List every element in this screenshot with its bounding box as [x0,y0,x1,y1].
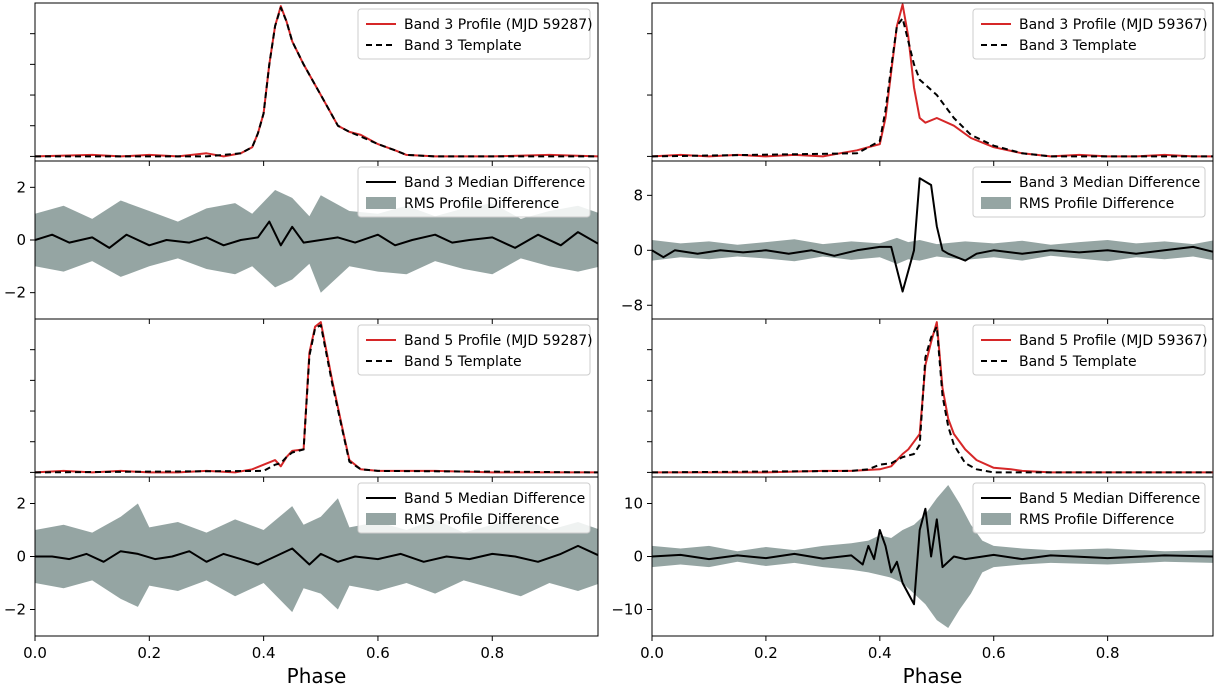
legend-box [972,482,1206,534]
legend-label: Band 3 Template [1019,38,1137,54]
panel-7: Band 5 Profile (MJD 59367) Band 5 Templat… [647,318,1214,482]
median-line [35,220,598,249]
panel-3: Band 5 Profile (MJD 59287) Band 5 Templat… [30,318,599,482]
legend-swatch-band [366,513,396,525]
legend: Band 3 Median Difference RMS Profile Diff… [972,166,1206,218]
legend: Band 3 Median Difference RMS Profile Diff… [357,166,591,218]
legend-label: Band 3 Median Difference [404,175,585,191]
legend-label: Band 5 Profile (MJD 59367) [1019,333,1208,349]
x-tick-label: 0.4 [252,644,276,662]
plot-area [35,498,598,613]
plot-area [652,177,1213,293]
panel-4: −2 0 2 0.0 0.2 0.4 0.6 0.8 Band 5 Median Differe… [4,476,599,662]
median-line [652,507,1213,606]
x-tick-label: 0.2 [137,644,161,662]
x-tick-label: 0.0 [640,644,664,662]
plot-area [35,5,598,158]
legend: Band 3 Profile (MJD 59367) Band 3 Templat… [972,8,1208,60]
panel-1: Band 3 Profile (MJD 59287) Band 3 Templat… [30,2,599,166]
x-tick-label: 0.0 [23,644,47,662]
y-tick-label: 2 [16,178,26,196]
x-axis-label: Phase [287,664,347,687]
y-tick-label: −2 [4,284,26,302]
legend-box [357,482,591,534]
panel-5: Band 3 Profile (MJD 59367) Band 3 Templat… [647,2,1214,166]
legend-label: Band 5 Median Difference [404,491,585,507]
panel-6: −8 0 8 Band 3 Median Difference RMS Profile … [621,160,1214,324]
template-line [35,6,598,158]
plot-area [35,321,598,474]
y-tick-label: 2 [16,495,26,513]
x-axis-label: Phase [903,664,963,687]
y-tick-label: 0 [16,548,26,566]
template-line [652,325,1213,474]
y-tick-label: 0 [16,231,26,249]
legend-label: RMS Profile Difference [404,512,559,528]
legend-box [357,324,591,376]
y-tick-label: −10 [611,601,643,619]
legend-label: Band 5 Template [1019,354,1137,370]
rms-band [35,498,598,613]
legend-swatch-band [981,197,1011,209]
panel-8: −10 0 10 0.0 0.2 0.4 0.6 0.8 Band 5 Median Diffe… [611,476,1214,662]
legend-label: RMS Profile Difference [404,196,559,212]
legend-label: RMS Profile Difference [1019,196,1174,212]
profile-line [652,321,1213,474]
template-line [652,17,1213,158]
panel-2: −2 0 2 Band 3 Median Difference RMS Profile … [4,160,599,324]
legend: Band 3 Profile (MJD 59287) Band 3 Templat… [357,8,593,60]
legend: Band 5 Profile (MJD 59367) Band 5 Templat… [972,324,1208,376]
y-tick-label: 0 [633,548,643,566]
legend-label: Band 3 Median Difference [1019,175,1200,191]
rms-band [652,237,1213,264]
legend-label: Band 3 Profile (MJD 59367) [1019,17,1208,33]
y-tick-label: 8 [633,186,643,204]
legend-label: RMS Profile Difference [1019,512,1174,528]
x-tick-label: 0.8 [480,644,504,662]
legend-box [972,166,1206,218]
plot-area [652,321,1213,474]
median-line [652,177,1213,293]
plot-area [652,485,1213,628]
legend-box [972,324,1206,376]
y-tick-label: 0 [633,241,643,259]
legend-box [357,8,591,60]
x-tick-label: 0.6 [982,644,1006,662]
median-line [35,544,598,566]
legend-box [357,166,591,218]
template-line [35,324,598,474]
x-tick-label: 0.4 [868,644,892,662]
y-tick-label: 10 [624,495,643,513]
x-tick-label: 0.8 [1096,644,1120,662]
legend: Band 5 Median Difference RMS Profile Diff… [357,482,591,534]
legend-label: Band 5 Profile (MJD 59287) [404,333,593,349]
x-tick-label: 0.6 [366,644,390,662]
legend-swatch-band [366,197,396,209]
legend-label: Band 3 Profile (MJD 59287) [404,17,593,33]
legend-label: Band 5 Median Difference [1019,491,1200,507]
legend-label: Band 5 Template [404,354,522,370]
y-tick-label: −8 [621,296,643,314]
legend-label: Band 3 Template [404,38,522,54]
legend-box [972,8,1206,60]
legend: Band 5 Profile (MJD 59287) Band 5 Templat… [357,324,593,376]
plot-area [652,3,1213,158]
y-tick-label: −2 [4,601,26,619]
legend: Band 5 Median Difference RMS Profile Diff… [972,482,1206,534]
rms-band [652,485,1213,628]
x-tick-label: 0.2 [754,644,778,662]
legend-swatch-band [981,513,1011,525]
